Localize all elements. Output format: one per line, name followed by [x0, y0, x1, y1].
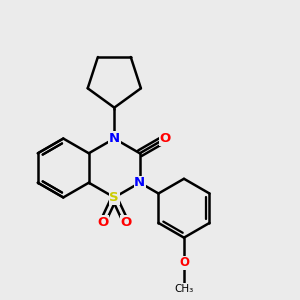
Text: N: N [109, 132, 120, 145]
Text: CH₃: CH₃ [174, 284, 194, 294]
Text: O: O [179, 256, 189, 269]
Text: O: O [160, 132, 171, 145]
Text: O: O [97, 216, 108, 229]
Text: S: S [110, 191, 119, 204]
Text: N: N [134, 176, 146, 189]
Text: O: O [121, 216, 132, 229]
